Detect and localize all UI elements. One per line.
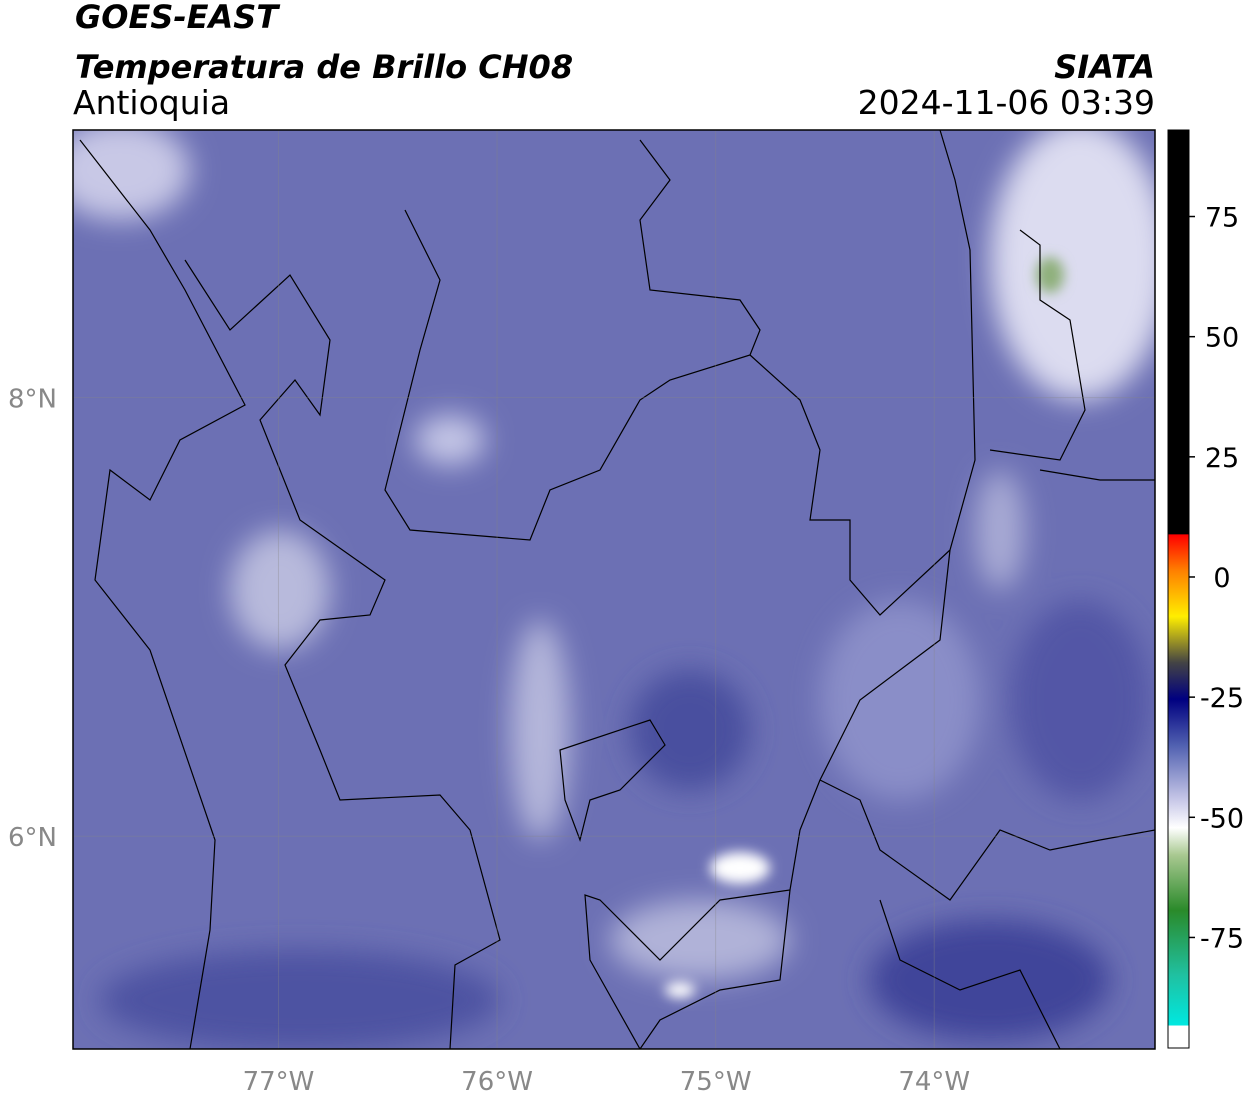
colorbar-tick-label: -75: [1200, 923, 1244, 954]
colorbar-tick-label: 0: [1213, 563, 1230, 594]
map-frame: [72, 129, 1156, 1050]
colorbar: [1167, 129, 1190, 1049]
subtitle: Temperatura de Brillo CH08: [75, 48, 573, 86]
colorbar-tick-label: -50: [1200, 803, 1244, 834]
map-image: [73, 130, 1155, 1049]
lat-tick-label: 6°N: [8, 823, 57, 853]
lon-tick-label: 75°W: [680, 1067, 752, 1097]
datetime: 2024-11-06 03:39: [858, 83, 1155, 122]
lon-tick-label: 76°W: [461, 1067, 533, 1097]
source: SIATA: [1054, 48, 1155, 86]
lon-tick-label: 77°W: [243, 1067, 315, 1097]
lon-tick-label: 74°W: [898, 1067, 970, 1097]
title: GOES-EAST: [75, 0, 280, 36]
lat-tick-label: 8°N: [8, 385, 57, 415]
colorbar-tick-label: 75: [1205, 203, 1239, 234]
region: Antioquia: [73, 83, 230, 122]
colorbar-tick-label: 50: [1205, 323, 1239, 354]
colorbar-tick-label: 25: [1205, 443, 1239, 474]
colorbar-tick-label: -25: [1200, 683, 1244, 714]
